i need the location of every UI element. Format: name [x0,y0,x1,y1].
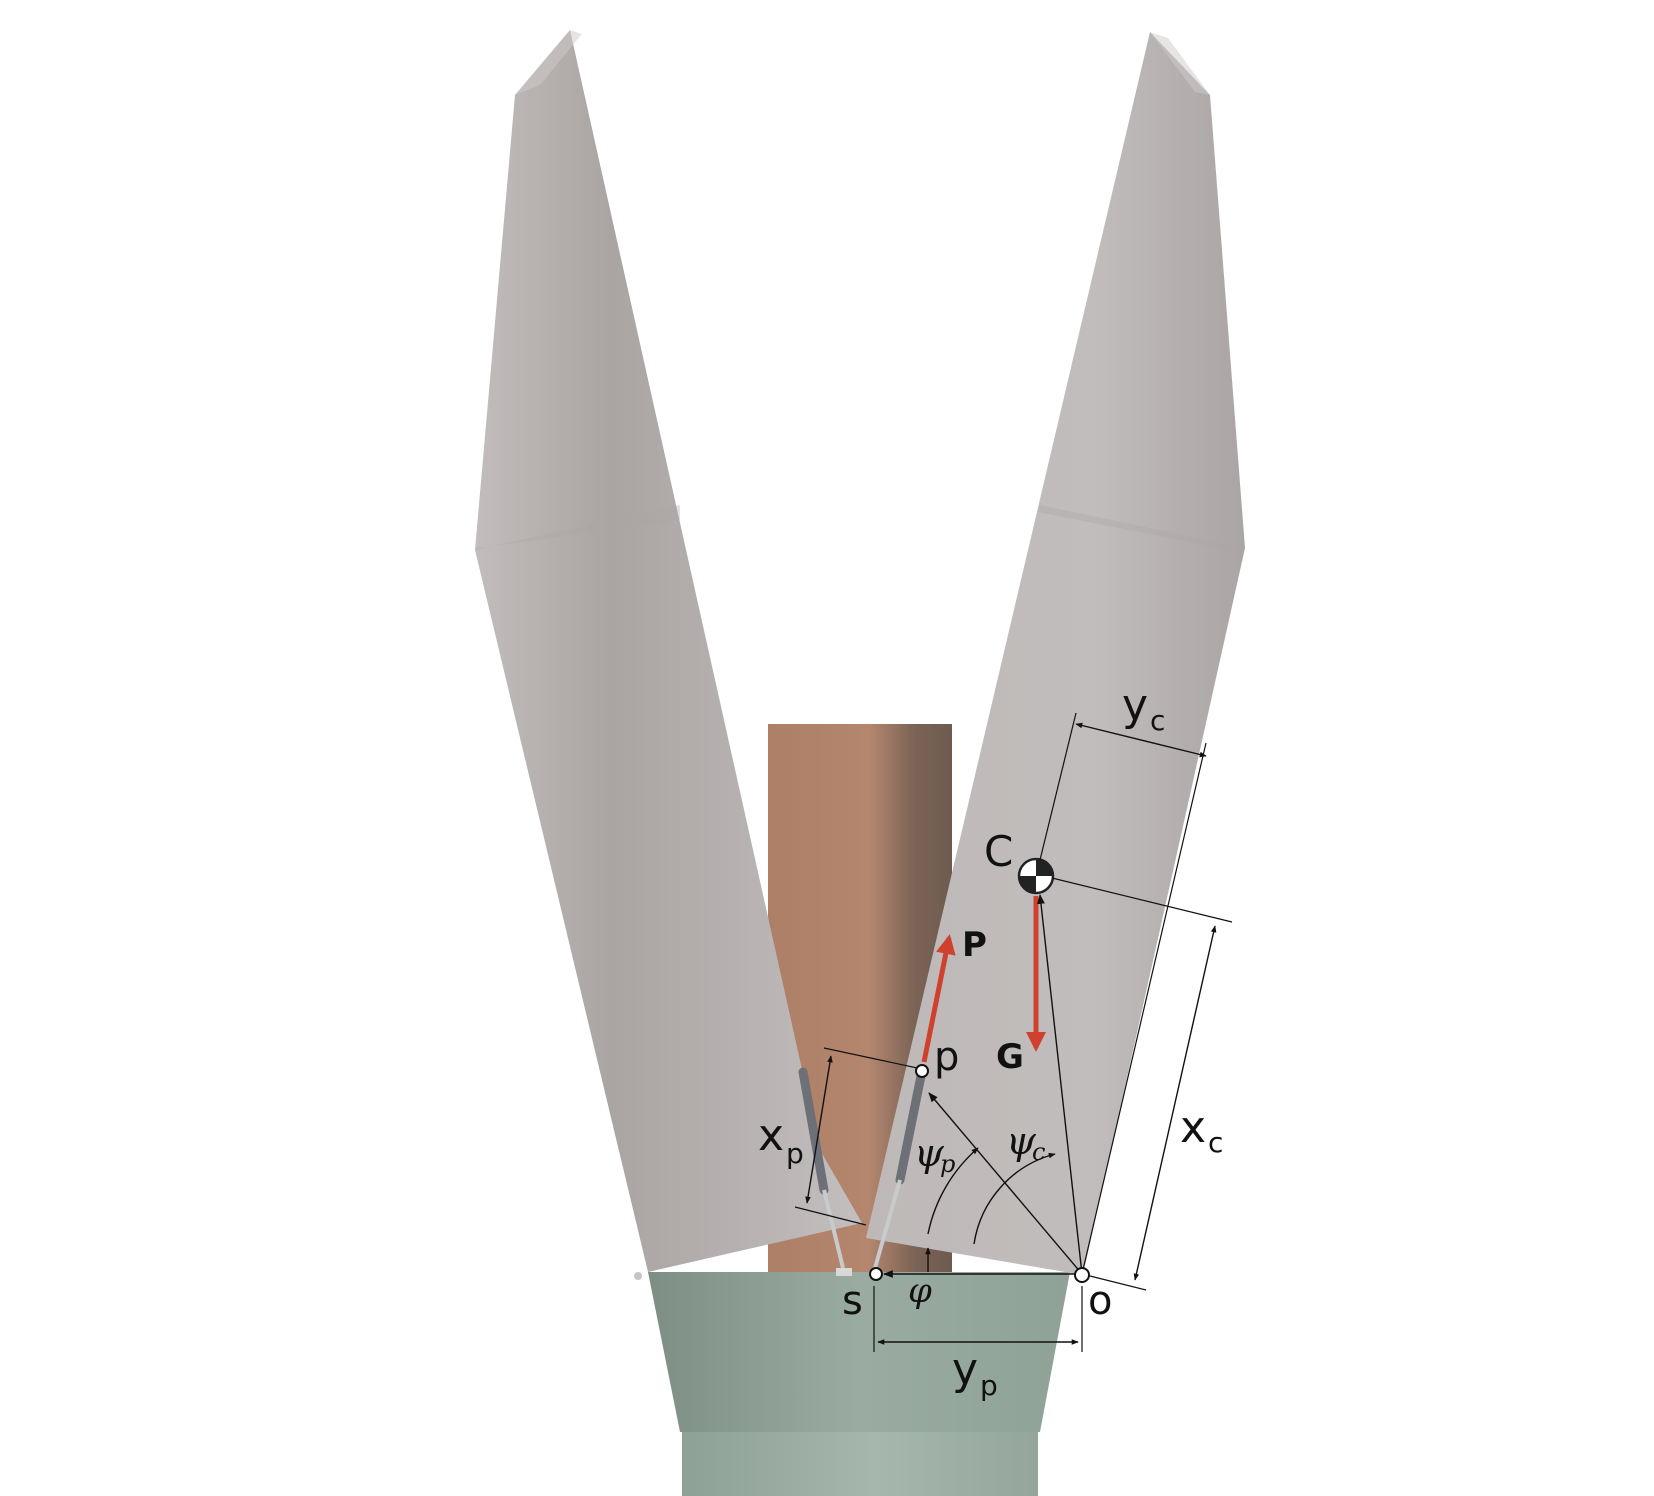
svg-text:y: y [1122,680,1148,731]
point-s [869,1267,883,1281]
label-force-P: P [962,925,987,965]
label-s: s [842,1278,863,1324]
label-force-G: G [996,1037,1024,1077]
svg-text:p: p [980,1369,998,1402]
point-p [915,1064,929,1078]
label-y_p: y p [952,1344,998,1402]
svg-text:y: y [952,1344,978,1395]
dimension-x_c [1133,925,1217,1281]
label-psi_c: ψ c [1006,1119,1045,1166]
label-o: o [1088,1278,1112,1324]
dimension-y_c [1075,722,1207,758]
angle-arcs [925,1147,1056,1272]
handle [648,1272,1070,1496]
dimension-x_p [805,1055,833,1204]
label-x_p: x p [758,1110,804,1170]
dimension-y_p [873,1286,1083,1352]
svg-text:x: x [758,1110,784,1161]
svg-text:c: c [1150,704,1165,737]
right-piston [873,1066,927,1269]
svg-text:c: c [1208,1126,1223,1159]
force-P-arrow [921,934,956,1063]
svg-text:p: p [940,1150,955,1178]
center-of-mass-icon [1017,857,1055,895]
svg-text:ψ: ψ [1006,1119,1037,1163]
joint-points [869,1064,1090,1283]
svg-text:ψ: ψ [914,1131,945,1175]
label-p: p [934,1034,959,1080]
edge-dot [634,1272,642,1280]
point-o [1074,1267,1090,1283]
svg-text:x: x [1180,1102,1206,1153]
label-C: C [984,827,1013,876]
label-x_c: x c [1180,1102,1223,1159]
left-blade [475,30,862,1272]
label-phi: φ [908,1271,932,1311]
label-y_c: y c [1122,680,1165,737]
label-psi_p: ψ p [914,1131,955,1178]
svg-text:p: p [786,1137,804,1170]
svg-text:c: c [1032,1138,1045,1166]
